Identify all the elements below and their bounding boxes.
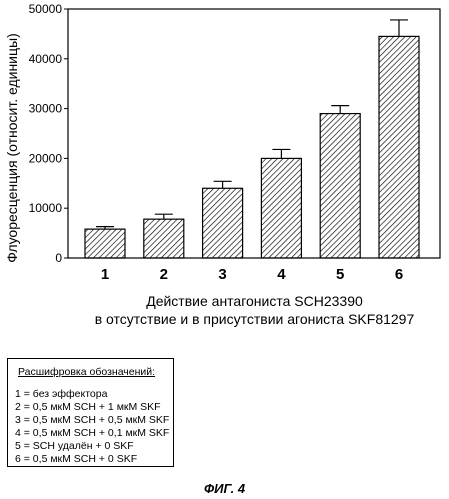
legend-item: 3 = 0,5 мкМ SCH + 0,5 мкМ SKF <box>15 414 173 427</box>
figure-label: ФИГ. 4 <box>0 481 449 496</box>
bar <box>203 188 243 258</box>
x-axis-label-line1: Действие антагониста SCH23390 <box>60 293 449 310</box>
bar-chart: 0 10000 20000 30000 40000 50000 1 2 3 4 5 6 Флуорес… <box>0 0 449 300</box>
legend-title: Расшифровка обозначений: <box>15 366 173 379</box>
x-tick-label: 4 <box>277 266 286 283</box>
y-tick-label: 40000 <box>29 52 63 66</box>
legend-item: 6 = 0,5 мкМ SCH + 0 SKF <box>15 453 173 466</box>
legend-item: 4 = 0,5 мкМ SCH + 0,1 мкМ SKF <box>15 427 173 440</box>
legend-item: 2 = 0,5 мкМ SCH + 1 мкМ SKF <box>15 401 173 414</box>
bar <box>379 36 419 258</box>
y-axis-label: Флуоресценция (относит. единицы) <box>4 33 20 263</box>
bar <box>85 229 125 258</box>
x-tick-label: 1 <box>101 266 109 283</box>
legend-item: 1 = без эффектора <box>15 388 173 401</box>
bar <box>261 158 301 258</box>
y-tick-label: 30000 <box>29 102 63 116</box>
bar <box>144 219 184 258</box>
x-tick-label: 5 <box>336 266 344 283</box>
y-tick-label: 50000 <box>29 2 63 16</box>
y-tick-label: 10000 <box>29 201 63 215</box>
bar <box>320 114 360 258</box>
legend-box: Расшифровка обозначений: 1 = без эффекто… <box>7 358 174 467</box>
x-tick-label: 6 <box>395 266 403 283</box>
x-axis-label-line2: в отсутствие и в присутствии агониста SK… <box>60 311 449 328</box>
y-tick-label: 20000 <box>29 151 63 165</box>
x-tick-label: 3 <box>218 266 226 283</box>
legend-item: 5 = SCH удалён + 0 SKF <box>15 440 173 453</box>
x-tick-label: 2 <box>160 266 168 283</box>
y-tick-label: 0 <box>55 251 62 265</box>
